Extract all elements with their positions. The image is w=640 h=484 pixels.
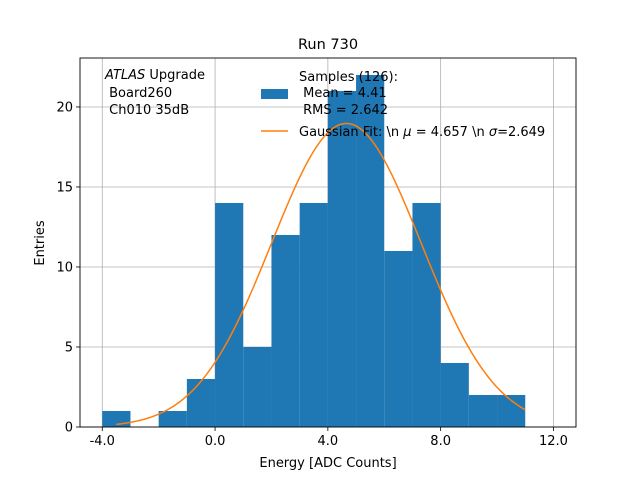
legend-hist-line1: Samples (126):	[299, 70, 398, 85]
bars	[102, 74, 526, 428]
legend-fit-mu: μ	[402, 125, 411, 140]
histogram-bar	[158, 410, 187, 427]
y-tick-label: 0	[65, 421, 73, 436]
y-axis-label: Entries	[33, 220, 48, 266]
legend-fit-sigma: σ	[489, 125, 498, 140]
x-axis-label: Energy [ADC Counts]	[259, 456, 396, 471]
legend-fit-part: = 4.657 \n	[412, 125, 489, 140]
legend-hist-line3: RMS = 2.642	[299, 103, 388, 118]
x-tick-label: 12.0	[539, 434, 568, 449]
annotation-upgrade: Upgrade	[145, 68, 205, 83]
x-tick-label: 4.0	[318, 434, 339, 449]
y-tick-label: 5	[65, 340, 73, 355]
x-tick-label: 0.0	[205, 434, 226, 449]
legend-fit-part: Gaussian Fit: \n	[299, 125, 403, 140]
legend-hist-line2: Mean = 4.41	[299, 86, 387, 101]
legend-hist-swatch	[261, 89, 288, 99]
histogram-bar	[468, 394, 498, 427]
chart-title: Run 730	[298, 37, 358, 53]
histogram-bar	[384, 250, 413, 427]
annotation-line1: ATLAS Upgrade	[104, 68, 205, 83]
histogram-bar	[186, 378, 216, 427]
histogram-bar	[440, 362, 469, 427]
ticks: -4.0 0.0 4.0 8.0 12.0 0 5 10 15 20	[56, 100, 567, 449]
histogram-bar	[102, 410, 131, 427]
atlas-annotation: ATLAS Upgrade Board260 Ch010 35dB	[104, 68, 205, 118]
annotation-atlas: ATLAS	[104, 68, 145, 83]
annotation-line3: Ch010 35dB	[105, 103, 189, 118]
histogram-bar	[356, 74, 385, 427]
histogram-bar	[215, 202, 244, 427]
annotation-line2: Board260	[105, 86, 172, 101]
histogram-bar	[243, 346, 272, 427]
gaussian-fit-line	[116, 122, 526, 426]
legend-fit-label: Gaussian Fit: \n μ = 4.657 \n σ=2.649	[299, 125, 545, 140]
histogram-bar	[299, 202, 328, 427]
x-tick-label: 8.0	[430, 434, 451, 449]
y-tick-label: 10	[56, 260, 73, 275]
legend-fit-part: =2.649	[497, 125, 545, 140]
y-tick-label: 20	[56, 100, 73, 115]
y-tick-label: 15	[56, 180, 73, 195]
histogram-bar	[271, 234, 300, 427]
histogram-bar	[327, 90, 357, 428]
x-tick-label: -4.0	[90, 434, 115, 449]
histogram-bar	[412, 202, 441, 427]
legend: Samples (126): Mean = 4.41 RMS = 2.642 G…	[261, 70, 545, 140]
